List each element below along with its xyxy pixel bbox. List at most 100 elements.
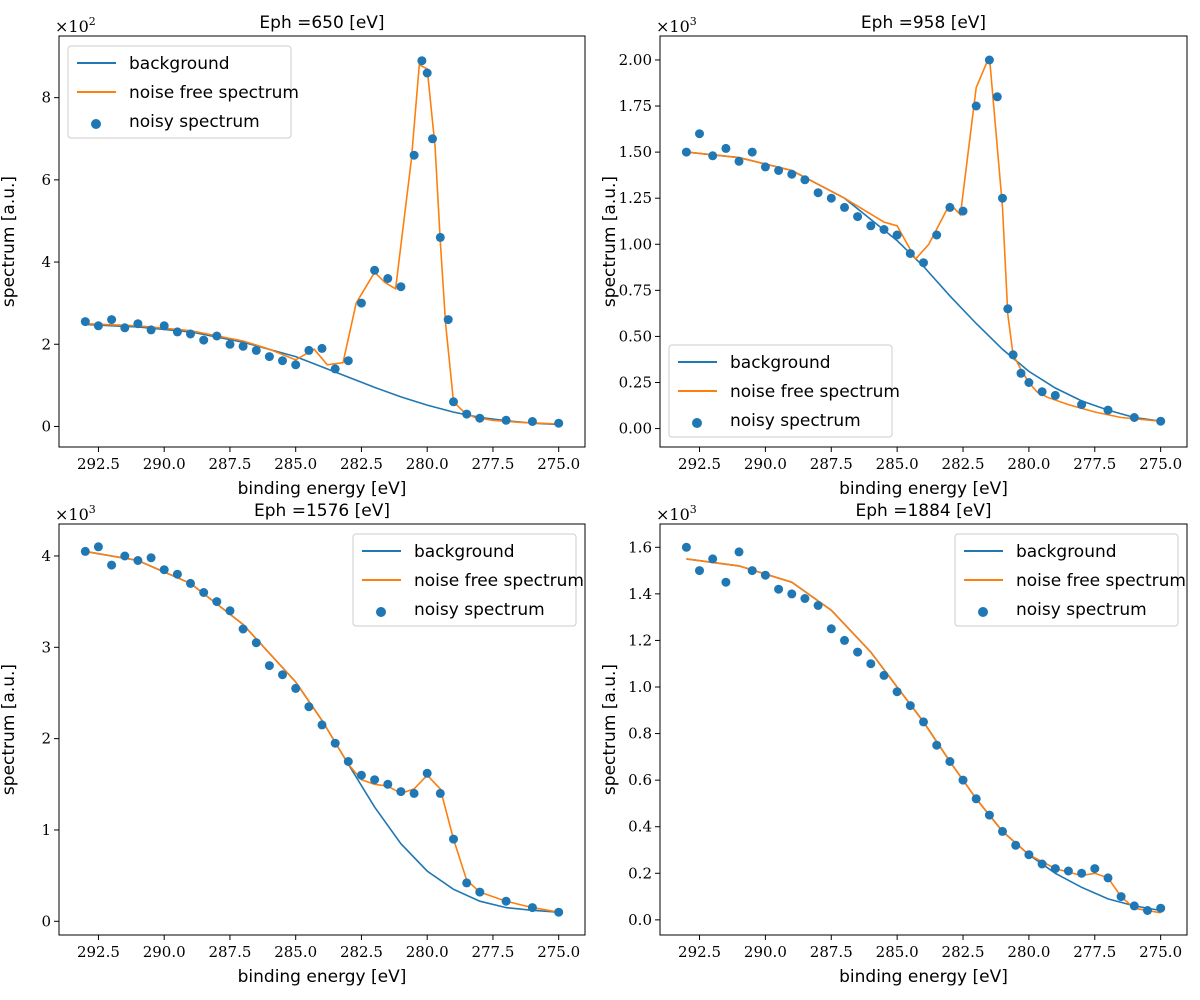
scatter-point — [853, 647, 863, 657]
scatter-point — [435, 788, 445, 798]
y-tick-label: 2.00 — [619, 51, 652, 69]
scatter-point — [330, 364, 340, 374]
y-tick-label: 4 — [41, 253, 51, 271]
multiplier-exponent: 3 — [690, 15, 697, 28]
scatter-point — [1103, 405, 1113, 415]
legend-point-marker — [376, 607, 386, 617]
scatter-point — [932, 740, 942, 750]
chart-title: Eph =650 [eV] — [259, 13, 384, 33]
multiplier-exponent: 3 — [690, 503, 697, 516]
legend-entry-label: noise free spectrum — [414, 571, 584, 591]
scatter-point — [527, 903, 537, 913]
subplot-2: Eph =958 [eV] ×103 292.5 290.0 287.5 285.0 282… — [600, 13, 1188, 499]
scatter-point — [343, 356, 353, 366]
scatter-point — [1143, 906, 1152, 915]
scatter-point — [462, 878, 472, 888]
scatter-point — [396, 282, 406, 292]
y-tick-label: 0.4 — [628, 818, 652, 836]
scatter-point — [1008, 350, 1018, 360]
scatter-point — [708, 151, 718, 161]
scatter-point — [840, 635, 849, 645]
scatter-point — [1024, 378, 1034, 387]
y-tick-label: 1.00 — [619, 235, 652, 253]
scatter-point — [840, 202, 849, 212]
scatter-point — [501, 415, 511, 425]
scatter-point — [1077, 400, 1087, 410]
x-tick-label: 285.0 — [876, 455, 919, 473]
scatter-point — [958, 206, 968, 216]
scatter-point — [747, 566, 757, 576]
scatter-point — [554, 418, 564, 428]
scatter-point — [1090, 864, 1100, 874]
scatter-point — [304, 345, 314, 355]
scatter-point — [264, 661, 274, 671]
scatter-point — [251, 345, 261, 355]
scatter-point — [905, 701, 915, 711]
multiplier-base: ×10 — [55, 505, 89, 524]
legend-entry-label: noise free spectrum — [129, 83, 299, 103]
scatter-point — [396, 787, 406, 797]
scatter-point — [107, 315, 117, 325]
y-tick-label: 0.0 — [628, 911, 652, 929]
scatter-point — [356, 298, 366, 308]
scatter-point — [734, 156, 744, 166]
multiplier-base: ×10 — [656, 17, 690, 36]
legend-entry-label: background — [414, 542, 515, 562]
multiplier-exponent: 2 — [89, 15, 96, 28]
scatter-point — [760, 570, 770, 580]
x-tick-label: 287.5 — [810, 943, 853, 961]
y-tick-label: 0.8 — [628, 725, 652, 743]
scatter-point — [932, 230, 942, 240]
axes-frame — [58, 35, 586, 448]
scatter-point — [1037, 387, 1047, 397]
legend: background noise free spectrum noisy spect… — [954, 533, 1186, 627]
scatter-point — [159, 565, 169, 575]
scatter-point — [186, 578, 195, 588]
scatter-point — [383, 779, 393, 789]
y-tick-label: 0 — [41, 417, 51, 435]
scatter-point — [826, 193, 836, 203]
y-tick-label: 0 — [41, 912, 51, 930]
scatter-point — [1003, 304, 1013, 314]
scatter-point — [317, 720, 327, 730]
scatter-point — [449, 397, 458, 407]
axes-frame — [659, 35, 1188, 448]
scatter-point — [501, 896, 511, 906]
y-tick-label: 3 — [41, 638, 51, 656]
scatter-point — [984, 810, 994, 820]
scatter-point — [760, 162, 770, 172]
x-tick-label: 280.0 — [1007, 943, 1050, 961]
chart-title: Eph =1576 [eV] — [254, 501, 390, 521]
scatter-point — [356, 770, 366, 780]
scatter-point — [1063, 866, 1073, 876]
x-tick-label: 285.0 — [274, 943, 317, 961]
scatter-point — [1103, 873, 1113, 883]
scatter-point — [787, 169, 797, 179]
scatter-point — [1116, 892, 1126, 902]
scatter-point — [133, 319, 143, 329]
scatter-point — [422, 768, 432, 778]
scatter-point — [146, 553, 156, 563]
x-axis-label: binding energy [eV] — [839, 967, 1008, 987]
scatter-point — [120, 323, 130, 333]
legend-entry-label: noise free spectrum — [1016, 571, 1186, 591]
y-tick-label: 8 — [41, 89, 51, 107]
scatter-point — [225, 606, 235, 616]
scatter-point — [1156, 903, 1166, 913]
scatter-point — [251, 638, 261, 648]
legend-entry-label: noisy spectrum — [129, 112, 260, 132]
scatter-point — [278, 356, 287, 366]
scatter-point — [945, 202, 955, 212]
legend-point-marker — [692, 418, 702, 428]
scatter-point — [304, 702, 314, 712]
x-tick-label: 277.5 — [1073, 943, 1116, 961]
scatter-point — [80, 546, 90, 556]
scatter-point — [291, 360, 301, 370]
scatter-point — [813, 601, 823, 610]
scatter-point — [984, 55, 994, 65]
x-tick-label: 287.5 — [208, 455, 251, 473]
scatter-point — [172, 327, 182, 337]
legend-box — [954, 533, 1179, 627]
y-axis-label: spectrum [a.u.] — [0, 664, 19, 795]
x-tick-label: 290.0 — [143, 455, 186, 473]
